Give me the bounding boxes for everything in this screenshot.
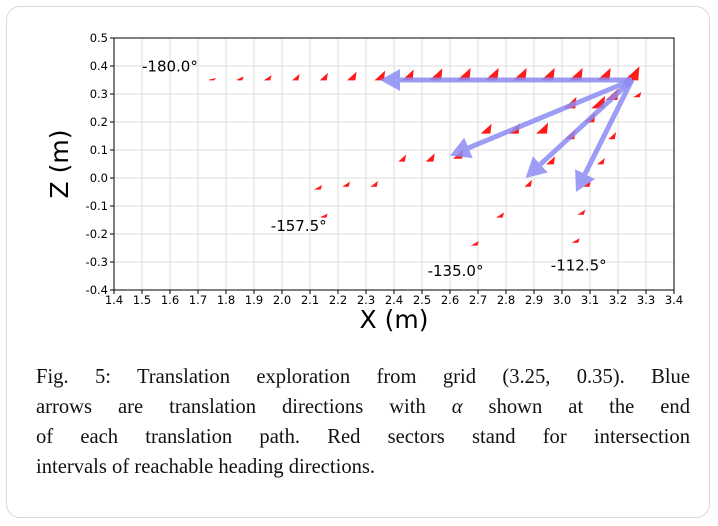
caption-line: arrows are translation directions with α… — [36, 392, 690, 422]
angle-label: -157.5° — [271, 217, 327, 235]
x-tick-label: 2.8 — [497, 293, 515, 307]
sector — [209, 79, 215, 80]
x-tick-label: 1.6 — [161, 293, 179, 307]
caption-math: α — [452, 396, 463, 418]
sector — [293, 75, 299, 80]
caption-line: intervals of reachable heading direction… — [36, 452, 690, 482]
x-tick-label: 3.1 — [581, 293, 599, 307]
sector — [315, 186, 321, 189]
arrow-head — [380, 69, 400, 91]
sector — [537, 124, 547, 134]
sector — [427, 154, 434, 161]
x-tick-label: 2.6 — [441, 293, 459, 307]
angle-label: -180.0° — [142, 58, 198, 76]
sector — [598, 159, 604, 164]
caption-text: shown at the end — [463, 396, 690, 418]
arrow-shaft — [468, 80, 632, 148]
x-tick-label: 1.9 — [245, 293, 263, 307]
x-tick-label: 1.8 — [217, 293, 235, 307]
x-tick-label: 3.0 — [553, 293, 571, 307]
y-tick-label: -0.4 — [86, 283, 108, 297]
x-tick-label: 2.1 — [301, 293, 319, 307]
sector — [343, 182, 349, 186]
sector — [482, 125, 491, 133]
caption-text: arrows are translation directions with — [36, 396, 452, 418]
x-tick-label: 3.3 — [637, 293, 655, 307]
angle-label: -135.0° — [428, 262, 484, 280]
sector — [635, 93, 641, 97]
x-axis-label: X (m) — [360, 305, 429, 334]
sector — [609, 133, 615, 139]
y-tick-label: 0.5 — [90, 31, 108, 45]
y-tick-label: -0.3 — [86, 255, 108, 269]
x-tick-label: 3.2 — [609, 293, 627, 307]
x-tick-label: 1.5 — [133, 293, 151, 307]
sector — [399, 156, 405, 162]
angle-label: -112.5° — [551, 256, 607, 274]
x-tick-label: 2.9 — [525, 293, 543, 307]
translation-exploration-chart: 1.4 1.5 1.6 1.7 1.8 1.9 2.0 2.1 2.2 2.3 2.4 2.5 2.6 2… — [0, 0, 718, 360]
y-tick-label: 0.4 — [90, 59, 108, 73]
sector — [497, 213, 503, 217]
sector — [321, 74, 328, 80]
y-axis-label: Z (m) — [45, 130, 74, 199]
figure-caption: Fig. 5: Translation exploration from gri… — [36, 362, 690, 482]
y-tick-label: -0.2 — [86, 227, 108, 241]
y-tick-label: -0.1 — [86, 199, 108, 213]
y-tick-label: 0.0 — [90, 171, 108, 185]
caption-text: of each translation path. Red sectors st… — [36, 426, 690, 448]
x-tick-label: 2.7 — [469, 293, 487, 307]
sector — [472, 242, 478, 245]
x-tick-label: 1.7 — [189, 293, 207, 307]
sector — [348, 73, 356, 80]
caption-text: Fig. 5: Translation exploration from gri… — [36, 366, 690, 388]
sector — [573, 239, 579, 242]
x-tick-label: 2.2 — [329, 293, 347, 307]
caption-line: Fig. 5: Translation exploration from gri… — [36, 362, 690, 392]
y-tick-label: 0.3 — [90, 87, 108, 101]
caption-line: of each translation path. Red sectors st… — [36, 422, 690, 452]
x-tick-label: 2.0 — [273, 293, 291, 307]
y-tick-label: 0.2 — [90, 115, 108, 129]
sector — [237, 77, 243, 80]
sector — [371, 182, 377, 186]
caption-text: intervals of reachable heading direction… — [36, 456, 375, 478]
sector — [265, 76, 271, 80]
x-tick-label: 3.4 — [665, 293, 683, 307]
y-tick-label: 0.1 — [90, 143, 108, 157]
sector — [579, 210, 585, 214]
sector — [525, 181, 531, 187]
